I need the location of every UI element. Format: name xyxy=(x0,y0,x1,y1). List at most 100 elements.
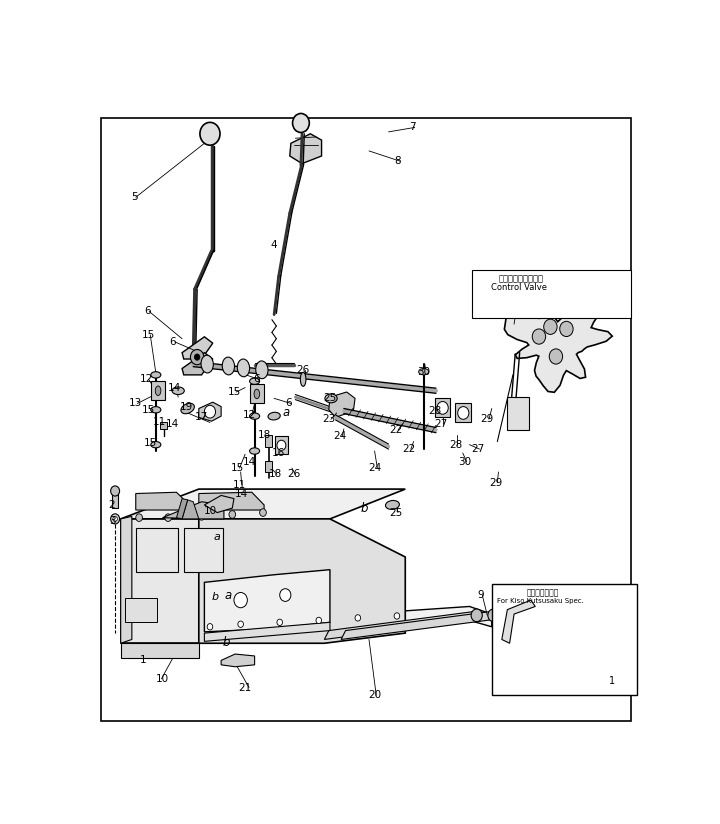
Text: 24: 24 xyxy=(333,432,346,442)
Text: コントロールバルブ: コントロールバルブ xyxy=(498,274,544,283)
Text: 6: 6 xyxy=(253,374,260,384)
Ellipse shape xyxy=(156,386,161,396)
Circle shape xyxy=(238,621,243,627)
Text: Control Valve: Control Valve xyxy=(490,283,546,293)
Polygon shape xyxy=(324,611,480,639)
Text: 19: 19 xyxy=(179,401,193,412)
Circle shape xyxy=(198,513,205,520)
Polygon shape xyxy=(136,492,189,510)
Ellipse shape xyxy=(213,500,224,508)
Bar xyxy=(265,435,272,447)
Polygon shape xyxy=(173,606,492,639)
Text: 1: 1 xyxy=(140,655,146,666)
Circle shape xyxy=(549,349,562,364)
Circle shape xyxy=(544,319,557,335)
Text: 25: 25 xyxy=(389,508,402,517)
Bar xyxy=(265,461,272,472)
Polygon shape xyxy=(505,302,612,392)
Ellipse shape xyxy=(250,413,260,419)
Circle shape xyxy=(204,405,215,418)
Text: 8: 8 xyxy=(395,156,401,166)
Bar xyxy=(151,382,166,400)
Text: 3: 3 xyxy=(109,516,116,526)
Ellipse shape xyxy=(150,372,161,378)
Polygon shape xyxy=(289,133,322,164)
Text: 26: 26 xyxy=(287,470,300,480)
Ellipse shape xyxy=(300,372,306,386)
Text: 18: 18 xyxy=(258,430,271,440)
Ellipse shape xyxy=(238,359,250,377)
Bar xyxy=(435,398,451,418)
Polygon shape xyxy=(176,499,188,519)
Circle shape xyxy=(471,609,482,621)
Polygon shape xyxy=(204,622,330,641)
Text: 15: 15 xyxy=(228,387,240,397)
Circle shape xyxy=(207,624,213,630)
Text: 12: 12 xyxy=(243,410,256,420)
Circle shape xyxy=(229,511,235,518)
Bar xyxy=(456,404,471,423)
Circle shape xyxy=(532,329,546,344)
Ellipse shape xyxy=(256,361,268,379)
Bar xyxy=(472,270,631,318)
Ellipse shape xyxy=(150,406,161,413)
Bar xyxy=(184,528,222,572)
Text: 21: 21 xyxy=(238,682,252,693)
Circle shape xyxy=(111,486,120,496)
Polygon shape xyxy=(121,489,405,519)
Ellipse shape xyxy=(172,387,184,395)
Ellipse shape xyxy=(150,442,161,448)
Text: 1: 1 xyxy=(608,677,615,686)
Polygon shape xyxy=(121,644,199,658)
Text: 30: 30 xyxy=(417,367,431,377)
Text: a: a xyxy=(283,406,290,419)
Polygon shape xyxy=(163,502,224,519)
Polygon shape xyxy=(204,569,330,632)
Circle shape xyxy=(559,321,573,336)
Text: 15: 15 xyxy=(142,405,156,414)
Polygon shape xyxy=(329,392,355,418)
Circle shape xyxy=(355,615,361,621)
Circle shape xyxy=(513,617,518,624)
Text: 23: 23 xyxy=(322,414,336,424)
Circle shape xyxy=(510,614,521,627)
Text: 28: 28 xyxy=(428,406,441,416)
Text: 14: 14 xyxy=(235,489,248,499)
Ellipse shape xyxy=(418,368,428,375)
Text: 20: 20 xyxy=(368,691,381,700)
Text: b: b xyxy=(361,502,369,515)
Text: 29: 29 xyxy=(481,414,494,424)
Bar xyxy=(125,598,157,622)
Text: b: b xyxy=(223,636,230,649)
Polygon shape xyxy=(221,654,255,667)
Text: 22: 22 xyxy=(402,444,416,454)
Text: 25: 25 xyxy=(323,393,336,404)
Text: 11: 11 xyxy=(233,480,246,489)
Bar xyxy=(508,397,528,430)
Bar xyxy=(136,528,178,572)
Text: 15: 15 xyxy=(143,438,157,447)
Text: 基礎掛卤仕様用: 基礎掛卤仕様用 xyxy=(527,588,559,597)
Ellipse shape xyxy=(181,403,194,414)
Text: 17: 17 xyxy=(195,412,208,423)
Text: For Kiso Kutsusaku Spec.: For Kiso Kutsusaku Spec. xyxy=(498,598,585,604)
Circle shape xyxy=(277,619,282,625)
Ellipse shape xyxy=(250,378,260,384)
Circle shape xyxy=(165,514,171,522)
Text: 18: 18 xyxy=(269,470,282,480)
Text: 15: 15 xyxy=(142,330,156,340)
Bar xyxy=(161,423,167,428)
Text: 2: 2 xyxy=(108,500,114,510)
Circle shape xyxy=(316,617,322,624)
Polygon shape xyxy=(199,402,221,421)
Circle shape xyxy=(113,517,117,522)
Text: 7: 7 xyxy=(409,123,416,133)
Polygon shape xyxy=(502,600,535,644)
Text: 13: 13 xyxy=(129,399,143,409)
Text: 30: 30 xyxy=(459,456,472,467)
Bar xyxy=(275,437,287,454)
Text: 9: 9 xyxy=(477,590,484,600)
Circle shape xyxy=(394,613,400,619)
Ellipse shape xyxy=(250,448,260,454)
Text: 10: 10 xyxy=(204,506,217,517)
